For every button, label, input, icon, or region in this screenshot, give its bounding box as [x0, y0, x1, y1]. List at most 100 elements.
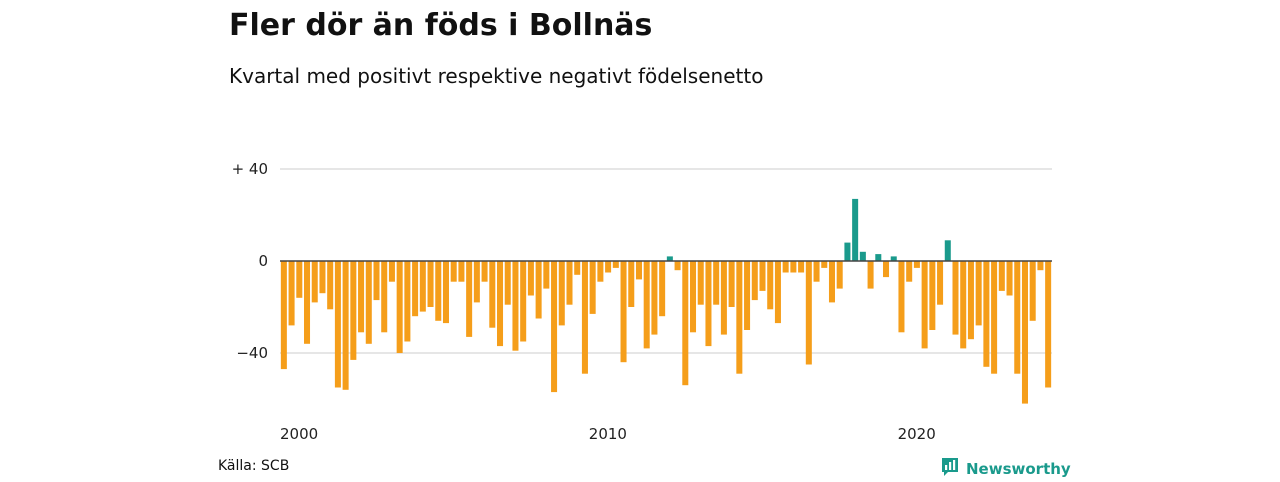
bar: [967, 261, 974, 340]
bar: [1029, 261, 1036, 321]
bar: [813, 261, 820, 282]
bars: [280, 198, 1052, 404]
bar: [736, 261, 743, 374]
bar: [690, 261, 697, 333]
bar: [798, 261, 805, 273]
bar: [682, 261, 689, 386]
bar: [875, 254, 882, 261]
bar: [473, 261, 480, 303]
bar: [1006, 261, 1013, 296]
bar: [774, 261, 781, 324]
bar: [805, 261, 812, 365]
bar: [859, 251, 866, 261]
bar: [883, 261, 890, 278]
bar: [906, 261, 913, 282]
y-tick-label: −40: [236, 344, 268, 362]
bar: [635, 261, 642, 280]
bar: [890, 256, 897, 261]
bar: [720, 261, 727, 335]
bar: [342, 261, 349, 390]
bar: [867, 261, 874, 289]
bar: [365, 261, 372, 344]
bar: [288, 261, 295, 326]
x-axis-ticks: 2000 2010 2020: [280, 425, 936, 443]
bar: [728, 261, 735, 307]
bar: [836, 261, 843, 289]
bar: [311, 261, 318, 303]
bar: [983, 261, 990, 367]
bar: [921, 261, 928, 349]
x-tick-label: 2020: [898, 425, 936, 443]
bar: [628, 261, 635, 307]
bar: [937, 261, 944, 305]
bar: [566, 261, 573, 305]
bar: [705, 261, 712, 347]
bar: [512, 261, 519, 351]
chart-title: Fler dör än föds i Bollnäs: [229, 8, 653, 43]
gridlines: [280, 168, 1052, 354]
bar: [944, 240, 951, 261]
chart-subtitle: Kvartal med positivt respektive negativt…: [229, 64, 764, 88]
bar: [481, 261, 488, 282]
bar: [520, 261, 527, 342]
bar: [497, 261, 504, 347]
bar: [744, 261, 751, 330]
y-tick-label: 0: [258, 252, 268, 270]
bar: [373, 261, 380, 301]
bar: [581, 261, 588, 374]
bar: [280, 261, 287, 370]
bar: [782, 261, 789, 273]
bar: [327, 261, 334, 310]
bar: [597, 261, 604, 282]
bar: [543, 261, 550, 289]
bar: [751, 261, 758, 301]
bar: [551, 261, 558, 393]
bar: [759, 261, 766, 291]
brand-logo[interactable]: Newsworthy: [940, 456, 1071, 482]
bar: [913, 261, 920, 268]
bar: [458, 261, 465, 282]
bar: [381, 261, 388, 333]
bar: [412, 261, 419, 317]
brand-name: Newsworthy: [966, 460, 1071, 478]
bar: [991, 261, 998, 374]
bar: [535, 261, 542, 319]
bar: [666, 256, 673, 261]
bar: [296, 261, 303, 298]
bar: [558, 261, 565, 326]
bar: [427, 261, 434, 307]
bar: [713, 261, 720, 305]
bar: [334, 261, 341, 388]
bar: [828, 261, 835, 303]
bar: [527, 261, 534, 296]
bar: [605, 261, 612, 273]
bar: [998, 261, 1005, 291]
x-tick-label: 2010: [589, 425, 627, 443]
bar: [674, 261, 681, 271]
bar: [466, 261, 473, 337]
bar: [952, 261, 959, 335]
bar: [898, 261, 905, 333]
bar: [304, 261, 311, 344]
bar: [1014, 261, 1021, 374]
x-tick-label: 2000: [280, 425, 318, 443]
bar: [852, 198, 859, 261]
bar: [388, 261, 395, 282]
bar: [620, 261, 627, 363]
bar: [651, 261, 658, 335]
chart-bubble-icon: [940, 456, 960, 482]
bar: [929, 261, 936, 330]
bar: [404, 261, 411, 342]
bar: [697, 261, 704, 305]
bar: [574, 261, 581, 275]
source-note: Källa: SCB: [218, 458, 290, 474]
bar: [790, 261, 797, 273]
bar: [659, 261, 666, 317]
bar: [435, 261, 442, 321]
bar: [358, 261, 365, 333]
bar: [612, 261, 619, 268]
bar: [489, 261, 496, 328]
bar: [1021, 261, 1028, 404]
bar: [350, 261, 357, 360]
bar: [504, 261, 511, 305]
